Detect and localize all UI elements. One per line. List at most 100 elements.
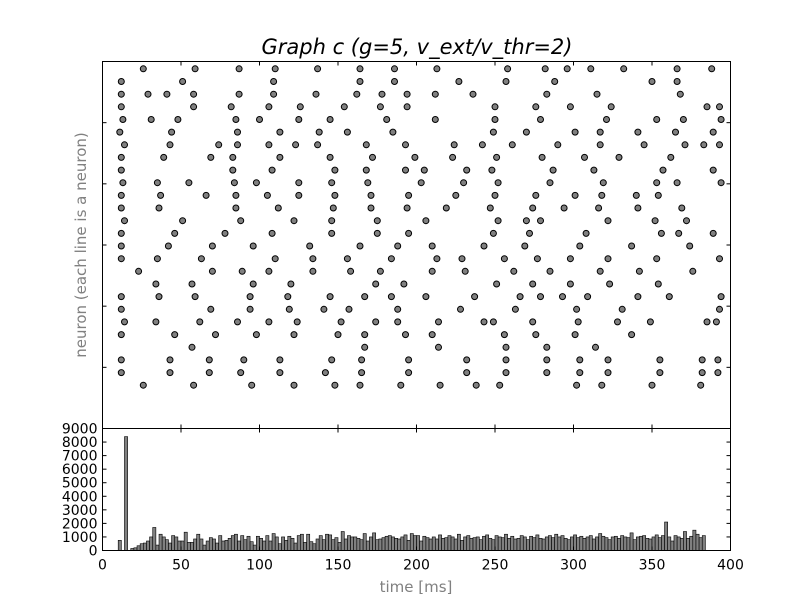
- histogram-bar: [328, 534, 333, 551]
- spike-marker: [598, 191, 606, 199]
- spike-marker: [139, 381, 147, 389]
- spike-marker: [190, 103, 198, 111]
- spike-marker: [604, 356, 612, 364]
- spike-marker: [582, 229, 590, 237]
- histogram-bar: [632, 539, 637, 551]
- histogram-bar: [274, 536, 279, 551]
- spike-marker: [596, 141, 604, 149]
- spike-marker: [265, 318, 273, 326]
- histogram-bar: [117, 540, 122, 551]
- spike-marker: [716, 141, 723, 149]
- spike-marker: [358, 356, 366, 364]
- spike-marker: [560, 204, 568, 212]
- spike-marker: [493, 153, 501, 161]
- spike-marker: [240, 356, 248, 364]
- spike-marker: [402, 331, 409, 339]
- histogram-bar: [551, 537, 555, 551]
- spike-marker: [328, 217, 336, 225]
- spike-marker: [295, 179, 303, 187]
- histogram-bar: [698, 537, 703, 551]
- spike-marker: [628, 331, 636, 339]
- spike-marker: [328, 356, 336, 364]
- spike-marker: [234, 128, 241, 136]
- spike-marker: [117, 369, 125, 377]
- spike-marker: [595, 204, 603, 212]
- histogram-bar: [372, 532, 376, 551]
- histogram-bar: [475, 536, 480, 551]
- spike-marker: [190, 381, 198, 389]
- spike-marker: [147, 116, 155, 123]
- histogram-x-axis-label: time [ms]: [380, 578, 453, 596]
- spike-marker: [356, 78, 364, 85]
- histogram-bar: [510, 535, 515, 551]
- histogram-bar: [617, 537, 621, 551]
- spike-marker: [634, 293, 642, 301]
- spike-marker: [500, 331, 508, 339]
- spike-marker: [117, 331, 125, 339]
- spike-marker: [656, 356, 664, 364]
- spike-marker: [716, 255, 723, 263]
- spike-marker: [496, 381, 504, 389]
- spike-marker: [686, 242, 694, 250]
- histogram-bar: [186, 542, 191, 551]
- spike-marker: [326, 293, 334, 301]
- spike-marker: [460, 179, 468, 187]
- spike-marker: [571, 128, 579, 136]
- y-tick-label: 7000: [62, 449, 98, 465]
- spike-marker: [296, 103, 304, 111]
- spike-marker: [573, 305, 581, 313]
- spike-marker: [543, 90, 551, 98]
- histogram-bar: [635, 536, 640, 551]
- histogram-bar: [604, 537, 609, 551]
- histogram-bar: [695, 533, 700, 551]
- spike-marker: [543, 343, 551, 351]
- spike-marker: [292, 141, 300, 149]
- histogram-bar: [174, 536, 179, 551]
- histogram-bar: [165, 539, 169, 551]
- histogram-bar: [381, 537, 386, 551]
- spike-marker: [287, 280, 295, 288]
- histogram-bar: [500, 537, 505, 551]
- spike-marker: [566, 255, 574, 263]
- spike-marker: [450, 141, 458, 149]
- histogram-bar: [350, 536, 354, 551]
- histogram-bar: [519, 535, 524, 551]
- y-tick-label: 9000: [62, 422, 98, 438]
- histogram-bar: [544, 536, 549, 551]
- spike-marker: [356, 242, 364, 250]
- spike-marker: [284, 293, 292, 301]
- spike-marker: [155, 204, 163, 212]
- spike-marker: [229, 166, 237, 174]
- spike-marker: [378, 90, 386, 98]
- spike-marker: [309, 255, 317, 263]
- spike-marker: [551, 78, 559, 85]
- histogram-bar: [453, 538, 458, 551]
- histogram-bar: [469, 537, 474, 551]
- spike-marker: [533, 255, 541, 263]
- spike-marker: [614, 318, 621, 326]
- histogram-bar: [507, 537, 511, 551]
- histogram-bar: [529, 535, 533, 551]
- spike-marker: [634, 128, 642, 136]
- histogram-bar: [208, 537, 213, 551]
- histogram-bar: [234, 533, 238, 551]
- spike-marker: [331, 381, 339, 389]
- spike-marker: [716, 305, 723, 313]
- spike-marker: [587, 65, 595, 73]
- y-tick-label: 3000: [62, 503, 98, 519]
- histogram-bar: [563, 537, 568, 551]
- histogram-bar: [472, 537, 477, 551]
- spike-marker: [293, 318, 301, 326]
- spike-marker: [402, 141, 409, 149]
- spike-marker: [529, 280, 537, 288]
- spike-marker: [571, 331, 579, 339]
- spike-marker: [271, 255, 279, 263]
- x-tick-label: 350: [639, 558, 666, 574]
- histogram-bar: [598, 533, 603, 551]
- spike-marker: [331, 166, 339, 174]
- histogram-bar: [190, 542, 194, 551]
- spike-marker: [168, 128, 176, 136]
- histogram-bar: [532, 537, 537, 551]
- spike-marker: [463, 356, 471, 364]
- spike-marker: [537, 293, 544, 301]
